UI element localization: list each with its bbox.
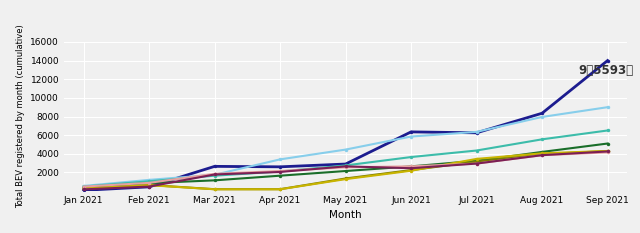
HYUNDAI: [342, 170, 349, 172]
AUDI: [538, 138, 546, 141]
Line: MERCEDES-BENZ: MERCEDES-BENZ: [82, 151, 609, 188]
PEUGEOT: [473, 162, 481, 165]
TESLA: [604, 59, 611, 62]
HYUNDAI: [407, 165, 415, 168]
AUDI: [276, 170, 284, 173]
TESLA: [407, 130, 415, 133]
HYUNDAI: [145, 182, 153, 185]
FORD: [342, 177, 349, 180]
SKODA: [407, 169, 415, 172]
FORD: [407, 169, 415, 171]
Line: HYUNDAI: HYUNDAI: [82, 142, 609, 189]
PEUGEOT: [604, 150, 611, 153]
HYUNDAI: [276, 174, 284, 177]
MERCEDES-BENZ: [342, 166, 349, 169]
SKODA: [211, 188, 218, 191]
SKODA: [145, 184, 153, 187]
FORD: [473, 160, 481, 163]
HYUNDAI: [473, 159, 481, 162]
SKODA: [604, 150, 611, 152]
MERCEDES-BENZ: [473, 162, 481, 165]
MERCEDES-BENZ: [145, 182, 153, 184]
VOLKSWAGEN: [80, 185, 88, 187]
AUDI: [80, 185, 88, 188]
Y-axis label: Total BEV registered by month (cumulative): Total BEV registered by month (cumulativ…: [16, 25, 25, 208]
PEUGEOT: [407, 167, 415, 170]
AUDI: [211, 174, 218, 177]
TESLA: [276, 165, 284, 168]
MERCEDES-BENZ: [276, 170, 284, 172]
SKODA: [276, 188, 284, 191]
VOLKSWAGEN: [276, 158, 284, 161]
Line: TESLA: TESLA: [82, 59, 609, 192]
TESLA: [211, 165, 218, 168]
VOLKSWAGEN: [604, 106, 611, 109]
X-axis label: Month: Month: [330, 210, 362, 220]
FORD: [276, 188, 284, 191]
TESLA: [342, 163, 349, 165]
Line: AUDI: AUDI: [82, 129, 609, 188]
FORD: [211, 188, 218, 191]
AUDI: [145, 180, 153, 183]
HYUNDAI: [538, 151, 546, 153]
Text: 9月5593台: 9月5593台: [578, 64, 633, 77]
TESLA: [473, 131, 481, 134]
MERCEDES-BENZ: [538, 154, 546, 157]
TESLA: [145, 185, 153, 188]
AUDI: [407, 156, 415, 158]
FORD: [80, 187, 88, 189]
SKODA: [538, 152, 546, 155]
Line: VOLKSWAGEN: VOLKSWAGEN: [82, 106, 609, 188]
MERCEDES-BENZ: [211, 172, 218, 175]
FORD: [145, 184, 153, 186]
PEUGEOT: [276, 171, 284, 173]
PEUGEOT: [538, 154, 546, 157]
TESLA: [80, 189, 88, 192]
FORD: [604, 150, 611, 152]
TESLA: [538, 112, 546, 115]
Line: PEUGEOT: PEUGEOT: [82, 150, 609, 191]
Line: FORD: FORD: [82, 149, 609, 191]
SKODA: [473, 158, 481, 160]
AUDI: [604, 129, 611, 132]
HYUNDAI: [211, 179, 218, 182]
AUDI: [342, 164, 349, 167]
VOLKSWAGEN: [473, 130, 481, 133]
MERCEDES-BENZ: [80, 185, 88, 188]
SKODA: [342, 178, 349, 181]
VOLKSWAGEN: [342, 148, 349, 151]
HYUNDAI: [80, 186, 88, 189]
PEUGEOT: [342, 165, 349, 168]
MERCEDES-BENZ: [604, 151, 611, 154]
VOLKSWAGEN: [407, 135, 415, 138]
VOLKSWAGEN: [538, 116, 546, 118]
FORD: [538, 153, 546, 156]
SKODA: [80, 187, 88, 190]
PEUGEOT: [145, 185, 153, 188]
Line: SKODA: SKODA: [82, 149, 609, 191]
HYUNDAI: [604, 142, 611, 145]
PEUGEOT: [211, 173, 218, 176]
AUDI: [473, 149, 481, 152]
MERCEDES-BENZ: [407, 165, 415, 168]
VOLKSWAGEN: [211, 173, 218, 176]
VOLKSWAGEN: [145, 178, 153, 181]
PEUGEOT: [80, 188, 88, 191]
